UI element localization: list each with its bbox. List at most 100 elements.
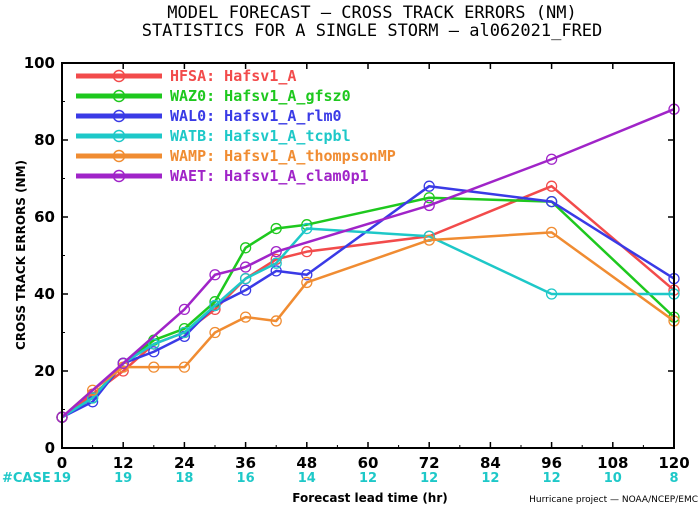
data-point xyxy=(239,284,252,296)
data-point xyxy=(423,234,435,246)
legend-item-3: WAL0: Hafsv1_A_rlm0 xyxy=(76,107,342,125)
series-layer xyxy=(56,103,680,423)
x-tick-label: 96 xyxy=(541,454,562,472)
data-point xyxy=(545,153,558,165)
series-line xyxy=(61,184,675,419)
case-count: 12 xyxy=(359,471,377,486)
y-axis-label: CROSS TRACK ERRORS (NM) xyxy=(14,160,28,350)
legend-label: WAMP: Hafsv1_A_thompsonMP xyxy=(170,147,396,165)
series-2 xyxy=(56,192,680,423)
y-tick-label: 40 xyxy=(34,285,55,303)
case-count: 14 xyxy=(298,471,316,486)
data-point xyxy=(545,180,558,192)
case-count: 12 xyxy=(481,471,499,486)
data-point xyxy=(209,269,221,281)
x-axis-label: Forecast lead time (hr) xyxy=(292,491,448,505)
x-tick-label: 0 xyxy=(57,454,67,472)
legend-marker xyxy=(112,89,126,103)
data-point xyxy=(545,288,558,300)
data-point xyxy=(270,257,282,269)
y-tick-label: 20 xyxy=(34,362,55,380)
x-tick-label: 36 xyxy=(235,454,256,472)
chart-title: MODEL FORECAST — CROSS TRACK ERRORS (NM) xyxy=(167,3,576,23)
data-point xyxy=(148,361,160,373)
series-line xyxy=(61,231,675,419)
legend-label: WATB: Hafsv1_A_tcpbl xyxy=(170,127,351,145)
legend: HFSA: Hafsv1_A WAZ0: Hafsv1_A_gfsz0 WAL0: … xyxy=(76,67,396,185)
legend-label: WAL0: Hafsv1_A_rlm0 xyxy=(170,107,342,125)
case-count: 16 xyxy=(237,471,255,486)
data-point xyxy=(209,299,221,312)
chart-subtitle: STATISTICS FOR A SINGLE STORM — al062021… xyxy=(142,21,603,41)
series-1 xyxy=(56,180,680,423)
data-point xyxy=(301,222,313,235)
data-point xyxy=(239,242,252,254)
series-line xyxy=(61,227,674,419)
data-point xyxy=(209,326,221,339)
legend-label: WAZ0: Hafsv1_A_gfsz0 xyxy=(170,87,351,105)
data-point xyxy=(270,222,282,235)
legend-marker xyxy=(112,149,126,163)
case-count: 12 xyxy=(420,471,438,486)
x-tick-label: 48 xyxy=(296,454,317,472)
legend-item-2: WAZ0: Hafsv1_A_gfsz0 xyxy=(76,87,351,105)
legend-marker xyxy=(112,69,126,83)
credit-text: Hurricane project — NOAA/NCEP/EMC xyxy=(529,495,698,505)
data-point xyxy=(148,338,160,350)
case-count: 8 xyxy=(669,471,678,486)
case-count: 19 xyxy=(114,471,132,486)
x-tick-label: 72 xyxy=(419,454,440,472)
legend-marker xyxy=(112,169,126,183)
data-point xyxy=(301,269,313,281)
x-tick-label: 60 xyxy=(358,454,379,472)
case-counts: 19 19 18 16 14 12 12 12 12 10 8 xyxy=(53,471,679,486)
data-point xyxy=(423,180,435,192)
legend-label: HFSA: Hafsv1_A xyxy=(170,67,296,85)
series-4 xyxy=(56,222,680,423)
y-tick-label: 60 xyxy=(34,208,55,226)
case-label: #CASE xyxy=(2,471,51,486)
case-count: 19 xyxy=(53,471,71,486)
case-count: 12 xyxy=(543,471,561,486)
x-tick-label: 108 xyxy=(597,454,628,472)
data-point xyxy=(270,315,282,327)
x-tick-label: 84 xyxy=(480,454,501,472)
legend-item-4: WATB: Hafsv1_A_tcpbl xyxy=(76,127,351,145)
data-point xyxy=(239,311,252,323)
x-tick-label: 12 xyxy=(113,454,134,472)
case-count: 18 xyxy=(175,471,193,486)
y-tick-label: 80 xyxy=(34,131,55,149)
case-count: 10 xyxy=(604,471,622,486)
data-point xyxy=(178,303,191,316)
data-point xyxy=(178,326,191,339)
data-point xyxy=(239,261,252,273)
data-point xyxy=(301,276,313,289)
data-point xyxy=(86,384,99,396)
series-3 xyxy=(56,180,680,423)
data-point xyxy=(178,361,191,373)
data-point xyxy=(117,357,129,369)
series-line xyxy=(61,108,675,419)
legend-label: WAET: Hafsv1_A_clam0p1 xyxy=(170,167,369,185)
x-tick-label: 120 xyxy=(658,454,689,472)
data-point xyxy=(423,192,435,204)
plot-frame xyxy=(61,62,675,449)
data-point xyxy=(423,199,435,212)
x-tick-label: 24 xyxy=(174,454,195,472)
data-point xyxy=(301,245,313,258)
legend-marker xyxy=(112,129,126,143)
legend-item-1: HFSA: Hafsv1_A xyxy=(76,67,296,85)
data-point xyxy=(239,272,252,285)
data-point xyxy=(545,195,558,208)
legend-marker xyxy=(112,109,126,123)
data-point xyxy=(148,346,160,358)
data-point xyxy=(86,392,99,404)
y-tick-label: 0 xyxy=(45,439,55,457)
series-5 xyxy=(56,226,680,423)
legend-item-5: WAMP: Hafsv1_A_thompsonMP xyxy=(76,147,396,165)
data-point xyxy=(545,226,558,239)
axis-ticks: 0 12 24 36 48 60 72 84 96 108 120 0 20 40 60 80 100 xyxy=(24,54,690,472)
data-point xyxy=(270,265,282,277)
series-line xyxy=(61,184,675,419)
